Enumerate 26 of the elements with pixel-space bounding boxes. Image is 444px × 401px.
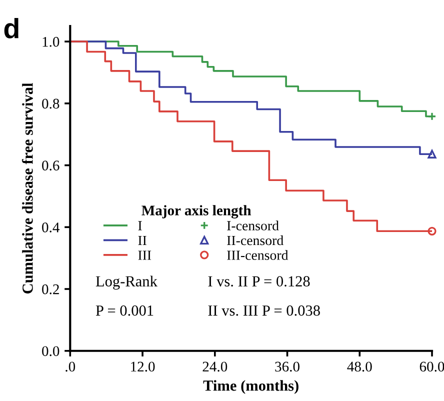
annotation: I vs. II P = 0.128 — [208, 276, 310, 287]
legend-label: III-censord — [227, 250, 288, 260]
y-tick-label: 0.4 — [42, 222, 60, 232]
x-tick-label: 60.0 — [420, 362, 444, 372]
x-tick-label: .0 — [66, 362, 76, 372]
y-tick-label: 1.0 — [42, 36, 60, 47]
legend-title: Major axis length — [142, 205, 252, 218]
x-tick-label: 12.0 — [131, 362, 155, 372]
y-tick-label: 0.8 — [42, 98, 60, 109]
y-tick-label: 0.2 — [42, 284, 59, 294]
y-tick-label: 0.0 — [42, 346, 60, 356]
legend-label: III — [138, 250, 152, 260]
x-tick-label: 36.0 — [275, 362, 300, 372]
annotation: P = 0.001 — [96, 305, 154, 316]
legend-label: I-censord — [227, 220, 279, 230]
legend-label: II-censord — [227, 235, 284, 246]
legend-label: I — [138, 221, 142, 230]
x-axis-title: Time (months) — [203, 380, 298, 394]
text: d — [4, 18, 18, 38]
x-tick-label: 48.0 — [347, 362, 372, 372]
y-tick-label: 0.6 — [42, 160, 60, 171]
legend-label: II — [138, 236, 146, 246]
annotation: Log-Rank — [96, 276, 158, 290]
y-axis-title: Cumulative disease free survival — [22, 82, 33, 294]
x-tick-label: 24.0 — [202, 362, 228, 372]
annotation: II vs. III P = 0.038 — [208, 305, 320, 316]
